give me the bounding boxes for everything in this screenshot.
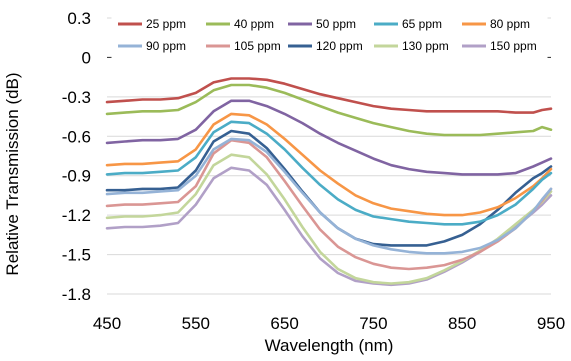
x-tick-label: 750 [359,314,387,333]
y-tick-label: -1.5 [62,246,91,265]
legend-label: 120 ppm [316,39,363,53]
series-line [105,83,553,137]
y-axis-title: Relative Transmission (dB) [3,72,22,275]
legend-label: 130 ppm [402,39,449,53]
legend: 25 ppm 40 ppm 50 ppm 65 ppm 80 ppm 90 ppm 105 … [111,13,548,61]
series-line [105,120,553,226]
series-line [105,138,553,271]
legend-label: 50 ppm [316,17,356,31]
x-tick-label: 650 [270,314,298,333]
y-tick-label: -0.6 [62,127,91,146]
x-tick-label: 450 [93,314,121,333]
legend-box [111,13,548,61]
series-line [105,99,553,176]
series-line [105,112,553,217]
y-tick-label: -0.3 [62,88,91,107]
x-tick-label: 550 [182,314,210,333]
series-line [105,137,553,255]
legend-label: 80 ppm [490,17,530,31]
legend-label: 25 ppm [146,17,186,31]
y-tick-label: 0.3 [67,9,91,28]
y-tick-label: -1.8 [62,285,91,304]
x-tick-label: 850 [448,314,476,333]
legend-label: 90 ppm [146,39,186,53]
series-line [105,77,553,114]
y-tick-label: -1.2 [62,206,91,225]
legend-label: 105 ppm [234,39,281,53]
y-tick-label: 0 [82,48,91,67]
legend-label: 65 ppm [402,17,442,31]
series-line [105,129,553,247]
legend-label: 150 ppm [490,39,537,53]
y-tick-label: -0.9 [62,167,91,186]
legend-label: 40 ppm [234,17,274,31]
series-line [105,166,553,287]
x-axis-title: Wavelength (nm) [265,336,394,355]
series-lines [105,77,553,287]
x-tick-label: 950 [537,314,565,333]
